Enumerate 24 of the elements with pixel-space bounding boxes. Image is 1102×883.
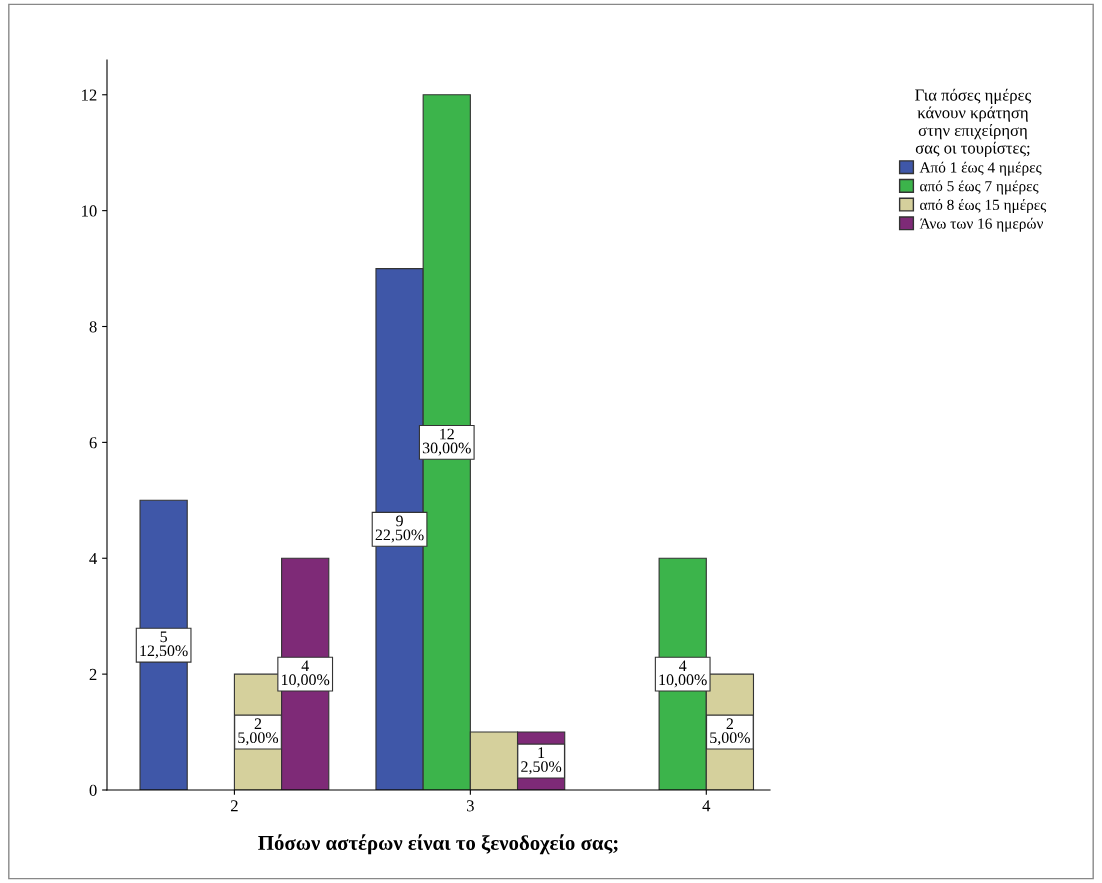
y-tick-label: 0 bbox=[89, 784, 97, 796]
y-tick-label: 8 bbox=[89, 321, 97, 333]
legend-label: από 8 έως 15 ημέρες bbox=[920, 199, 1047, 214]
data-label: 5 12,50% bbox=[140, 631, 188, 659]
y-tick-label: 12 bbox=[82, 89, 97, 101]
x-tick-label: 3 bbox=[466, 800, 474, 812]
data-label: 2 5,00% bbox=[238, 718, 279, 746]
y-tick-label: 10 bbox=[82, 205, 97, 217]
x-tick-label: 2 bbox=[230, 800, 238, 812]
data-label: 12 30,00% bbox=[422, 428, 471, 456]
legend-label: Από 1 έως 4 ημέρες bbox=[919, 161, 1042, 176]
data-label: 9 22,50% bbox=[375, 515, 424, 543]
data-label: 4 10,00% bbox=[659, 660, 707, 688]
x-tick-label: 4 bbox=[702, 800, 711, 812]
legend-label: από 5 έως 7 ημέρες bbox=[920, 180, 1039, 195]
legend-label: Άνω των 16 ημερών bbox=[919, 217, 1044, 232]
data-label: 4 10,00% bbox=[281, 660, 330, 688]
x-axis-title: Πόσων αστέρων είναι το ξενοδοχείο σας; bbox=[258, 834, 618, 855]
data-label: 1 2,50% bbox=[521, 747, 562, 775]
y-tick-label: 2 bbox=[89, 668, 97, 680]
legend-title: Για πόσες ημέρες κάνουν κράτηση στην επιχείρηση σας οι τουρίστες; bbox=[915, 88, 1032, 158]
y-tick-label: 4 bbox=[89, 553, 98, 565]
y-tick-label: 6 bbox=[89, 437, 97, 449]
data-label: 2 5,00% bbox=[710, 718, 750, 746]
